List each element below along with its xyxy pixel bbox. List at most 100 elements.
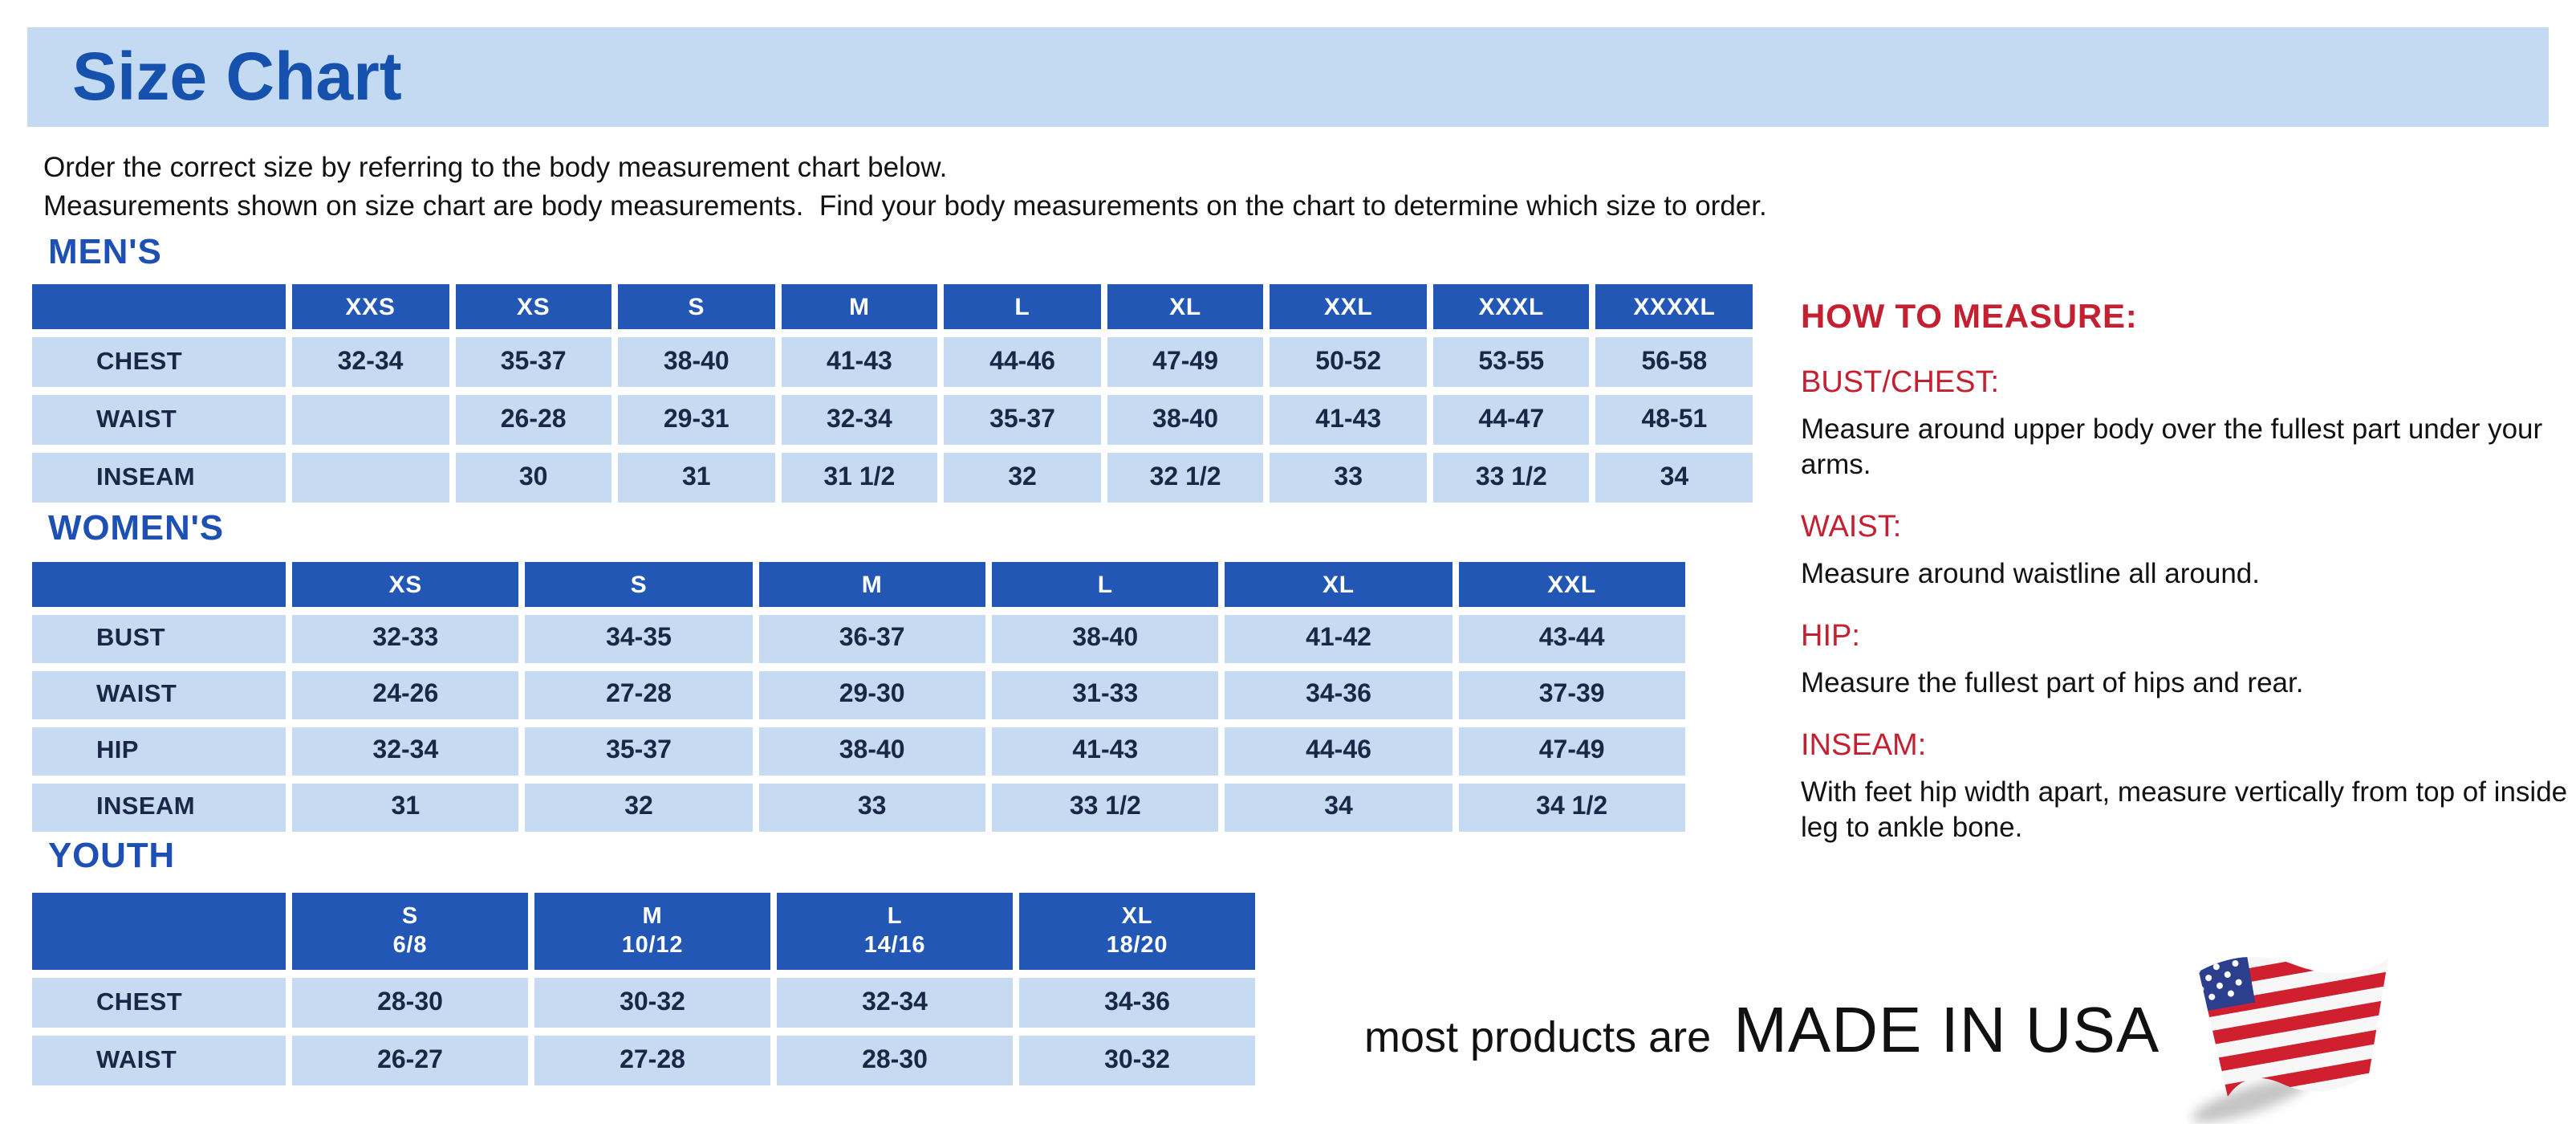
made-in-usa-text: MADE IN USA [1733, 996, 2160, 1066]
title-banner: Size Chart [27, 27, 2549, 127]
mens-column-header: M [781, 284, 938, 329]
made-in-usa-line: most products are MADE IN USA [1364, 996, 2160, 1068]
mens-column-header: XXS [292, 284, 449, 329]
mens-column-header: XL [1107, 284, 1264, 329]
inseam-text: With feet hip width apart, measure verti… [1801, 775, 2568, 843]
mens-cell: 35-37 [944, 395, 1101, 445]
womens-row-label: WAIST [32, 671, 286, 719]
youth-cell: 30-32 [1019, 1036, 1255, 1085]
womens-cell: 37-39 [1458, 671, 1685, 719]
mens-cell: 31 [618, 453, 775, 503]
womens-column-header: XXL [1458, 562, 1685, 607]
womens-section-heading: WOMEN'S [48, 507, 224, 548]
mens-section-heading: MEN'S [48, 231, 162, 271]
youth-cell: 34-36 [1019, 978, 1255, 1028]
womens-cell: 32 [525, 784, 753, 832]
intro-line-2: Measurements shown on size chart are bod… [43, 189, 1767, 222]
womens-cell: 24-26 [292, 671, 519, 719]
womens-cell: 38-40 [758, 727, 985, 776]
mens-cell: 56-58 [1595, 337, 1753, 387]
mens-cell: 44-47 [1432, 395, 1590, 445]
mens-cell: 29-31 [618, 395, 775, 445]
how-to-item-hip: HIP: Measure the fullest part of hips an… [1801, 620, 2576, 700]
intro-text: Order the correct size by referring to t… [43, 148, 1767, 225]
youth-column-header: S 6/8 [292, 893, 528, 970]
waist-heading: WAIST: [1801, 510, 1902, 544]
womens-cell: 29-30 [758, 671, 985, 719]
womens-cell: 36-37 [758, 615, 985, 663]
how-to-item-inseam: INSEAM: With feet hip width apart, measu… [1801, 728, 2576, 844]
youth-column-header: M 10/12 [534, 893, 770, 970]
womens-cell: 44-46 [1225, 727, 1453, 776]
mens-column-header: S [618, 284, 775, 329]
inseam-heading: INSEAM: [1801, 728, 1927, 763]
womens-cell: 31-33 [991, 671, 1219, 719]
womens-cell: 47-49 [1458, 727, 1685, 776]
womens-cell: 41-42 [1225, 615, 1453, 663]
womens-column-header: XL [1225, 562, 1453, 607]
waist-text: Measure around waistline all around. [1801, 556, 2260, 589]
mens-cell: 48-51 [1595, 395, 1753, 445]
hip-text: Measure the fullest part of hips and rea… [1801, 666, 2304, 698]
youth-cell: 28-30 [777, 1036, 1013, 1085]
mens-column-header: L [944, 284, 1101, 329]
womens-column-header: S [525, 562, 753, 607]
mens-cell: 33 [1270, 453, 1427, 503]
youth-section-heading: YOUTH [48, 835, 175, 875]
mens-row-label: INSEAM [32, 453, 286, 503]
womens-cell: 31 [292, 784, 519, 832]
mens-cell: 33 1/2 [1432, 453, 1590, 503]
mens-cell: 38-40 [618, 337, 775, 387]
mens-column-header: XS [455, 284, 612, 329]
hip-heading: HIP: [1801, 619, 1860, 654]
womens-cell: 35-37 [525, 727, 753, 776]
mens-column-header: XXL [1270, 284, 1427, 329]
womens-row-label: HIP [32, 727, 286, 776]
womens-row-label: BUST [32, 615, 286, 663]
mens-row-label: WAIST [32, 395, 286, 445]
womens-cell: 38-40 [991, 615, 1219, 663]
youth-cell: 32-34 [777, 978, 1013, 1028]
mens-cell: 34 [1595, 453, 1753, 503]
mens-cell: 44-46 [944, 337, 1101, 387]
womens-row-label: INSEAM [32, 784, 286, 832]
womens-cell: 33 [758, 784, 985, 832]
mens-cell: 47-49 [1107, 337, 1264, 387]
womens-column-header: L [991, 562, 1219, 607]
mens-cell: 31 1/2 [781, 453, 938, 503]
mens-cell: 53-55 [1432, 337, 1590, 387]
mens-size-table: XXS XS S M L XL XXL XXXL XXXXL CHEST 32-34 35-37 38-… [32, 284, 1753, 503]
youth-row-label: WAIST [32, 1036, 286, 1085]
mens-cell: 32 [944, 453, 1101, 503]
mens-cell: 38-40 [1107, 395, 1264, 445]
youth-cell: 26-27 [292, 1036, 528, 1085]
youth-cell: 30-32 [534, 978, 770, 1028]
womens-cell: 34 [1225, 784, 1453, 832]
mens-column-header: XXXL [1432, 284, 1590, 329]
bust-chest-heading: BUST/CHEST: [1801, 366, 2000, 401]
page-title: Size Chart [72, 39, 402, 114]
youth-cell: 28-30 [292, 978, 528, 1028]
us-flag-icon [2192, 956, 2388, 1122]
womens-cell: 43-44 [1458, 615, 1685, 663]
womens-cell: 34 1/2 [1458, 784, 1685, 832]
mens-cell: 41-43 [1270, 395, 1427, 445]
womens-cell: 32-33 [292, 615, 519, 663]
mens-cell [292, 395, 449, 445]
mens-column-header: XXXXL [1595, 284, 1753, 329]
mens-cell [292, 453, 449, 503]
womens-cell: 34-35 [525, 615, 753, 663]
youth-size-table: S 6/8 M 10/12 L 14/16 XL 18/20 CHEST 28-30 30-32 32… [32, 893, 1255, 1085]
womens-cell: 33 1/2 [991, 784, 1219, 832]
mens-cell: 32-34 [781, 395, 938, 445]
footer-prefix-text: most products are [1364, 1013, 1712, 1061]
mens-cell: 35-37 [455, 337, 612, 387]
womens-column-header: XS [292, 562, 519, 607]
how-to-measure-title: HOW TO MEASURE: [1801, 299, 2138, 336]
womens-cell: 41-43 [991, 727, 1219, 776]
youth-column-header: XL 18/20 [1019, 893, 1255, 970]
womens-cell: 34-36 [1225, 671, 1453, 719]
youth-corner-cell [32, 893, 286, 970]
how-to-item-bust-chest: BUST/CHEST: Measure around upper body ov… [1801, 366, 2576, 482]
